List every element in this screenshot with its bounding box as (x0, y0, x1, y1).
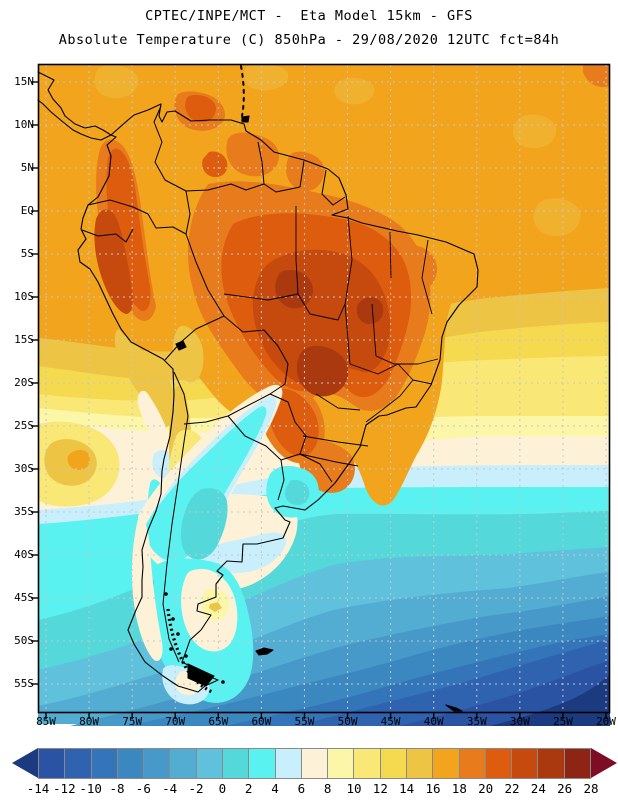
colorbar-tick-label: 6 (297, 781, 306, 796)
lon-tick-label: 60W (251, 715, 272, 728)
lat-tick-label: 25S (14, 419, 34, 432)
coastline-south-america (77, 103, 479, 693)
lat-tick-label: 50S (14, 634, 34, 647)
lon-tick-label: 35W (466, 715, 487, 728)
colorbar-tick-label: 20 (478, 781, 494, 796)
lon-tick-label: 30W (509, 715, 530, 728)
map-area (30, 58, 618, 734)
islands-antilles (240, 65, 245, 117)
colorbar-cell (143, 748, 170, 779)
gridlines (39, 65, 609, 712)
lat-tick-label: 15N (14, 75, 34, 88)
colorbar-cell (64, 748, 91, 779)
colorbar-tick-label: 16 (425, 781, 441, 796)
temperature-map (31, 63, 611, 734)
colorbar-tick-label: 18 (451, 781, 467, 796)
lon-tick-label: 50W (337, 715, 358, 728)
colorbar-right-arrow (591, 748, 617, 778)
colorbar-cell (169, 748, 196, 779)
colorbar-cell (195, 748, 222, 779)
colorbar-tick-label: 8 (323, 781, 332, 796)
lat-tick-label: 40S (14, 548, 34, 561)
map-frame (37, 63, 611, 714)
colorbar-tick-label: 4 (271, 781, 279, 796)
colorbar-tick-label: 22 (504, 781, 520, 796)
andes-relief-speckles (164, 592, 225, 694)
colorbar-cell (353, 748, 380, 779)
colorbar-tick-label: -2 (188, 781, 204, 796)
colorbar-cell (221, 748, 249, 779)
colorbar-cell (484, 748, 512, 779)
lon-tick-label: 65W (208, 715, 229, 728)
lat-tick-label: 15S (14, 333, 34, 346)
lat-tick-label: 10S (14, 290, 34, 303)
lon-tick-label: 75W (122, 715, 143, 728)
colorbar-tick-label: 0 (218, 781, 227, 796)
lon-tick-label: 70W (165, 715, 186, 728)
lon-tick-label: 80W (79, 715, 99, 728)
colorbar-cell (511, 748, 538, 779)
colorbar-tick-label: -4 (162, 781, 178, 796)
lat-tick-label: EQ (20, 204, 34, 217)
lat-tick-label: 5S (20, 247, 34, 260)
lon-tick-label: 55W (294, 715, 315, 728)
colorbar-tick-label: 10 (346, 781, 362, 796)
island-trinidad (241, 115, 250, 123)
colorbar-cell (405, 748, 433, 779)
lat-tick-label: 10N (14, 118, 34, 131)
lon-tick-label: 40W (423, 715, 444, 728)
lon-tick-label: 25W (552, 715, 573, 728)
colorbar-left-arrow (12, 748, 38, 778)
colorbar-cell (432, 748, 459, 779)
colorbar-cell (300, 748, 328, 779)
colorbar-tick-label: 2 (244, 781, 253, 796)
lat-tick-label: 5N (20, 161, 34, 174)
geography (37, 65, 479, 712)
colorbar-cell (248, 748, 275, 779)
colorbar-tick-label: 26 (557, 781, 573, 796)
lon-tick-label: 20W (596, 715, 616, 728)
colorbar-tick-label: 28 (583, 781, 599, 796)
colorbar-tick-label: 24 (530, 781, 546, 796)
colorbar-cell (563, 748, 591, 779)
state-borders-brazil (223, 206, 439, 467)
colorbar-tick-label: 12 (372, 781, 388, 796)
colorbar-cell (116, 748, 144, 779)
colorbar-cell (458, 748, 485, 779)
temperature-field (38, 64, 610, 734)
colorbar-tick-label: -10 (79, 781, 102, 796)
colorbar-tick-label: -14 (26, 781, 50, 796)
lon-tick-label: 45W (380, 715, 401, 728)
figure-title: CPTEC/INPE/MCT - Eta Model 15km - GFS (145, 8, 473, 24)
colorbar-tick-label: -6 (135, 781, 151, 796)
island-south-georgia (445, 704, 463, 712)
colorbar-cell (38, 748, 65, 779)
coastline-central-america (37, 71, 112, 141)
country-borders (81, 105, 439, 663)
colorbar-cell (274, 748, 301, 779)
colorbar (38, 748, 591, 779)
colorbar-tick-label: -8 (109, 781, 125, 796)
figure-subtitle: Absolute Temperature (C) 850hPa - 29/08/… (58, 32, 560, 48)
island-falklands (255, 647, 274, 656)
colorbar-cell (537, 748, 564, 779)
lat-tick-label: 30S (14, 462, 34, 475)
colorbar-cell (379, 748, 406, 779)
colorbar-tick-label: 14 (399, 781, 415, 796)
lat-tick-label: 45S (14, 591, 34, 604)
lat-tick-label: 35S (14, 505, 34, 518)
colorbar-cell (90, 748, 117, 779)
lon-tick-label: 85W (36, 715, 56, 728)
axis-ticks (31, 81, 607, 719)
lat-tick-label: 20S (14, 376, 34, 389)
colorbar-cell (327, 748, 354, 779)
colorbar-tick-label: -12 (53, 781, 76, 796)
lat-tick-label: 55S (14, 677, 34, 690)
